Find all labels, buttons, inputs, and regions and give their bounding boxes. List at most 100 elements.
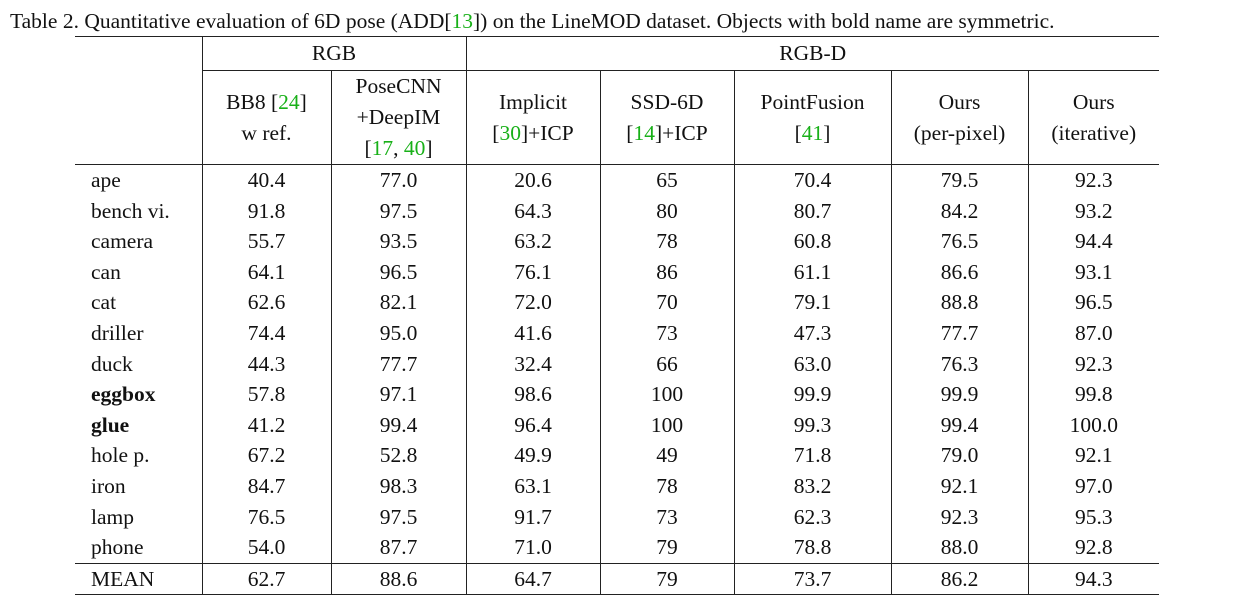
header-text: PoseCNN <box>355 74 442 98</box>
header-text: ]+ICP <box>520 120 574 145</box>
score-cell: 94.4 <box>1027 226 1159 257</box>
score-cell: 100 <box>599 409 734 441</box>
mean-score-cell: 79 <box>599 562 734 596</box>
score-cell: 98.6 <box>465 379 600 410</box>
score-cell: 99.9 <box>733 379 891 410</box>
method-header-line: SSD-6D <box>601 87 734 118</box>
method-header: PointFusion [41] <box>733 70 891 165</box>
method-header-line: Ours <box>1029 87 1160 118</box>
table-row: hole p. 67.2 52.8 49.9 49 71.8 79.0 92.1 <box>75 440 1159 471</box>
score-cell: 57.8 <box>201 379 331 410</box>
score-cell: 40.4 <box>201 164 331 196</box>
score-cell: 70.4 <box>733 164 891 196</box>
object-name: bench vi. <box>91 198 170 223</box>
mean-score-cell: 94.3 <box>1027 562 1159 596</box>
score-cell: 73 <box>599 501 734 533</box>
table-row: ape 40.4 77.0 20.6 65 70.4 79.5 92.3 <box>75 164 1159 196</box>
score-cell: 99.8 <box>1027 379 1159 410</box>
header-text: +DeepIM <box>356 105 441 129</box>
score-cell: 77.7 <box>330 348 466 380</box>
object-name: eggbox <box>91 382 156 407</box>
score-cell: 71.8 <box>733 440 891 471</box>
score-cell: 62.6 <box>201 287 331 318</box>
method-header-line: [30]+ICP <box>467 118 600 149</box>
score-cell: 70 <box>599 287 734 318</box>
score-cell: 63.2 <box>465 226 600 257</box>
score-cell: 97.0 <box>1027 470 1159 502</box>
method-header-line: [14]+ICP <box>601 118 734 149</box>
citation-link[interactable]: 24 <box>278 89 300 114</box>
method-header: BB8 [24] w ref. <box>201 70 331 165</box>
method-header: PoseCNN +DeepIM [17, 40] <box>330 70 466 165</box>
group-rgbd: RGB-D <box>465 36 1159 71</box>
citation-link[interactable]: 13 <box>451 9 474 33</box>
method-header-line: PoseCNN <box>332 71 466 102</box>
score-cell: 64.1 <box>201 256 331 288</box>
score-cell: 67.2 <box>201 440 331 471</box>
citation-link[interactable]: 40 <box>403 136 426 160</box>
table-row: glue 41.2 99.4 96.4 100 99.3 99.4 100.0 <box>75 409 1159 441</box>
method-header-line: BB8 [24] <box>203 87 331 118</box>
score-cell: 92.8 <box>1027 532 1159 564</box>
score-cell: 80.7 <box>733 195 891 227</box>
mean-score-cell: 62.7 <box>201 562 331 596</box>
score-cell: 95.3 <box>1027 501 1159 533</box>
table-row: eggbox 57.8 97.1 98.6 100 99.9 99.9 99.8 <box>75 379 1159 410</box>
mean-score-cell: 86.2 <box>890 562 1028 596</box>
score-cell: 32.4 <box>465 348 600 380</box>
results-table: RGB RGB-D BB8 [24] w ref. PoseCNN +DeepIM [17,… <box>75 36 1160 596</box>
header-blank <box>75 70 202 165</box>
header-text: , <box>393 136 404 160</box>
column-header-row: BB8 [24] w ref. PoseCNN +DeepIM [17, 40] Impl… <box>75 70 1160 165</box>
score-cell: 86 <box>599 256 734 288</box>
score-cell: 49 <box>599 440 734 471</box>
header-text: PointFusion <box>760 89 865 114</box>
score-cell: 79.5 <box>890 164 1028 196</box>
header-text: Ours <box>1072 89 1115 114</box>
score-cell: 66 <box>599 348 734 380</box>
method-header-line: [41] <box>735 118 891 149</box>
citation-link[interactable]: 14 <box>633 120 655 145</box>
score-cell: 52.8 <box>330 440 466 471</box>
table-row: duck 44.3 77.7 32.4 66 63.0 76.3 92.3 <box>75 348 1159 380</box>
mean-score-cell: 73.7 <box>733 562 891 596</box>
header-text: ] <box>425 136 433 160</box>
score-cell: 79 <box>599 532 734 564</box>
score-cell: 98.3 <box>330 470 466 502</box>
score-cell: 88.0 <box>890 532 1028 564</box>
header-text: (iterative) <box>1051 120 1137 145</box>
object-name: iron <box>91 473 126 498</box>
citation-link[interactable]: 41 <box>801 120 824 145</box>
score-cell: 76.5 <box>890 226 1028 257</box>
score-cell: 97.1 <box>330 379 466 410</box>
header-text: ]+ICP <box>654 120 708 145</box>
score-cell: 92.3 <box>1027 348 1159 380</box>
score-cell: 78 <box>599 470 734 502</box>
score-cell: 76.5 <box>201 501 331 533</box>
score-cell: 62.3 <box>733 501 891 533</box>
object-name: phone <box>91 535 144 560</box>
score-cell: 49.9 <box>465 440 600 471</box>
score-cell: 41.6 <box>465 317 600 349</box>
object-name: cat <box>91 290 117 315</box>
method-header: Ours (iterative) <box>1027 70 1160 165</box>
score-cell: 78.8 <box>733 532 891 564</box>
score-cell: 88.8 <box>890 287 1028 318</box>
score-cell: 93.2 <box>1027 195 1159 227</box>
score-cell: 61.1 <box>733 256 891 288</box>
score-cell: 91.7 <box>465 501 600 533</box>
score-cell: 100 <box>599 379 734 410</box>
citation-link[interactable]: 30 <box>499 120 521 145</box>
score-cell: 96.4 <box>465 409 600 441</box>
score-cell: 97.5 <box>330 501 466 533</box>
table-row: can 64.1 96.5 76.1 86 61.1 86.6 93.1 <box>75 256 1159 288</box>
score-cell: 80 <box>599 195 734 227</box>
mean-label: MEAN <box>75 562 202 596</box>
method-header-line: +DeepIM <box>332 102 466 133</box>
header-text: ] <box>823 120 831 145</box>
header-text: [ <box>794 120 802 145</box>
table-row: phone 54.0 87.7 71.0 79 78.8 88.0 92.8 <box>75 532 1159 564</box>
method-header-line: w ref. <box>203 118 331 149</box>
citation-link[interactable]: 17 <box>371 136 394 160</box>
score-cell: 55.7 <box>201 226 331 257</box>
